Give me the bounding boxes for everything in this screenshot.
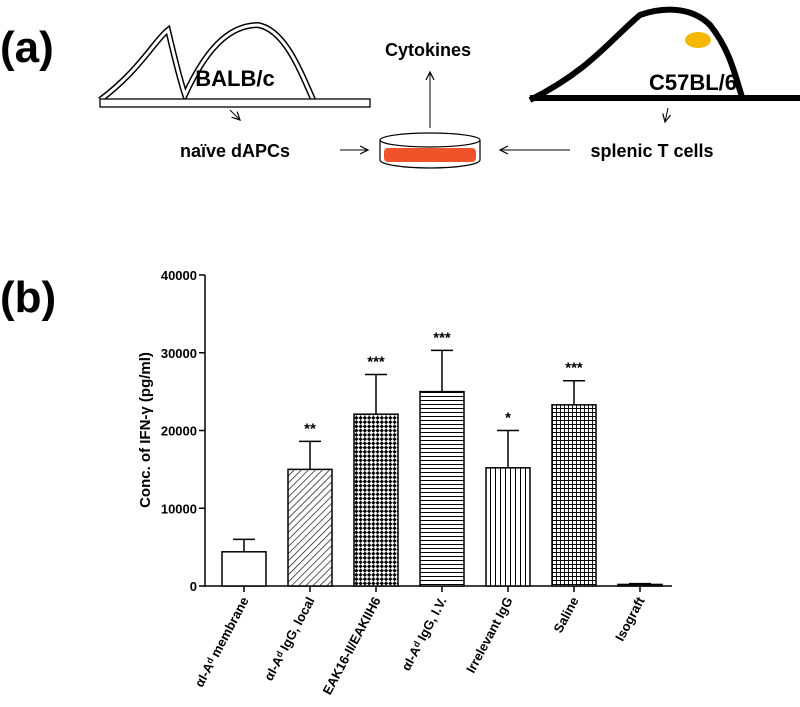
- error-bar: [497, 429, 519, 468]
- recipient-cells: splenic T cells: [590, 141, 713, 161]
- donor-base: [99, 98, 371, 108]
- recipient-label: C57BL/6: [649, 70, 737, 95]
- x-tick-label: αI-Aᵈ IgG, local: [261, 594, 318, 683]
- significance: ***: [433, 329, 451, 346]
- x-tick-label: Saline: [550, 594, 581, 635]
- x-tick-label: αI-Aᵈ membrane: [192, 594, 252, 689]
- panel-label: (b): [0, 273, 56, 322]
- significance: ***: [565, 360, 583, 377]
- error-bar: [299, 440, 321, 470]
- donor-label: BALB/c: [195, 66, 274, 91]
- y-tick-label: 40000: [161, 268, 197, 283]
- arrow: [229, 109, 240, 120]
- error-bar: [563, 379, 585, 405]
- error-bar: [365, 373, 387, 415]
- x-tick-label: Irrelevant IgG: [463, 594, 516, 675]
- bar: [485, 467, 531, 587]
- y-tick-label: 0: [190, 579, 197, 594]
- y-tick-label: 30000: [161, 346, 197, 361]
- spot: [685, 32, 711, 48]
- significance: ***: [367, 354, 385, 371]
- x-tick-label: EAK16-II/EAKIIH6: [320, 594, 384, 697]
- culture-dish: [379, 132, 481, 169]
- bar: [353, 413, 399, 587]
- donor-cells: naïve dAPCs: [180, 141, 290, 161]
- bar: [551, 404, 597, 587]
- arrow: [665, 107, 668, 122]
- y-axis-label: Conc. of IFN-γ (pg/ml): [137, 352, 154, 508]
- error-bar: [431, 349, 453, 392]
- significance: **: [304, 420, 316, 437]
- x-tick-label: αI-Aᵈ IgG, I.V.: [398, 594, 449, 673]
- output-label: Cytokines: [385, 40, 471, 60]
- panel-label: (a): [0, 23, 54, 72]
- y-tick-label: 10000: [161, 501, 197, 516]
- bar: [287, 468, 333, 587]
- donor-mouse-inner: [99, 23, 317, 105]
- error-bar: [233, 538, 255, 552]
- bar: [419, 390, 465, 587]
- y-tick-label: 20000: [161, 424, 197, 439]
- recipient-mouse: [528, 6, 745, 103]
- bar: [617, 583, 663, 587]
- bar: [221, 551, 267, 587]
- error-bar: [629, 582, 651, 585]
- donor-mouse: [98, 21, 318, 106]
- x-tick-label: Isograft: [612, 594, 648, 644]
- significance: *: [505, 410, 511, 427]
